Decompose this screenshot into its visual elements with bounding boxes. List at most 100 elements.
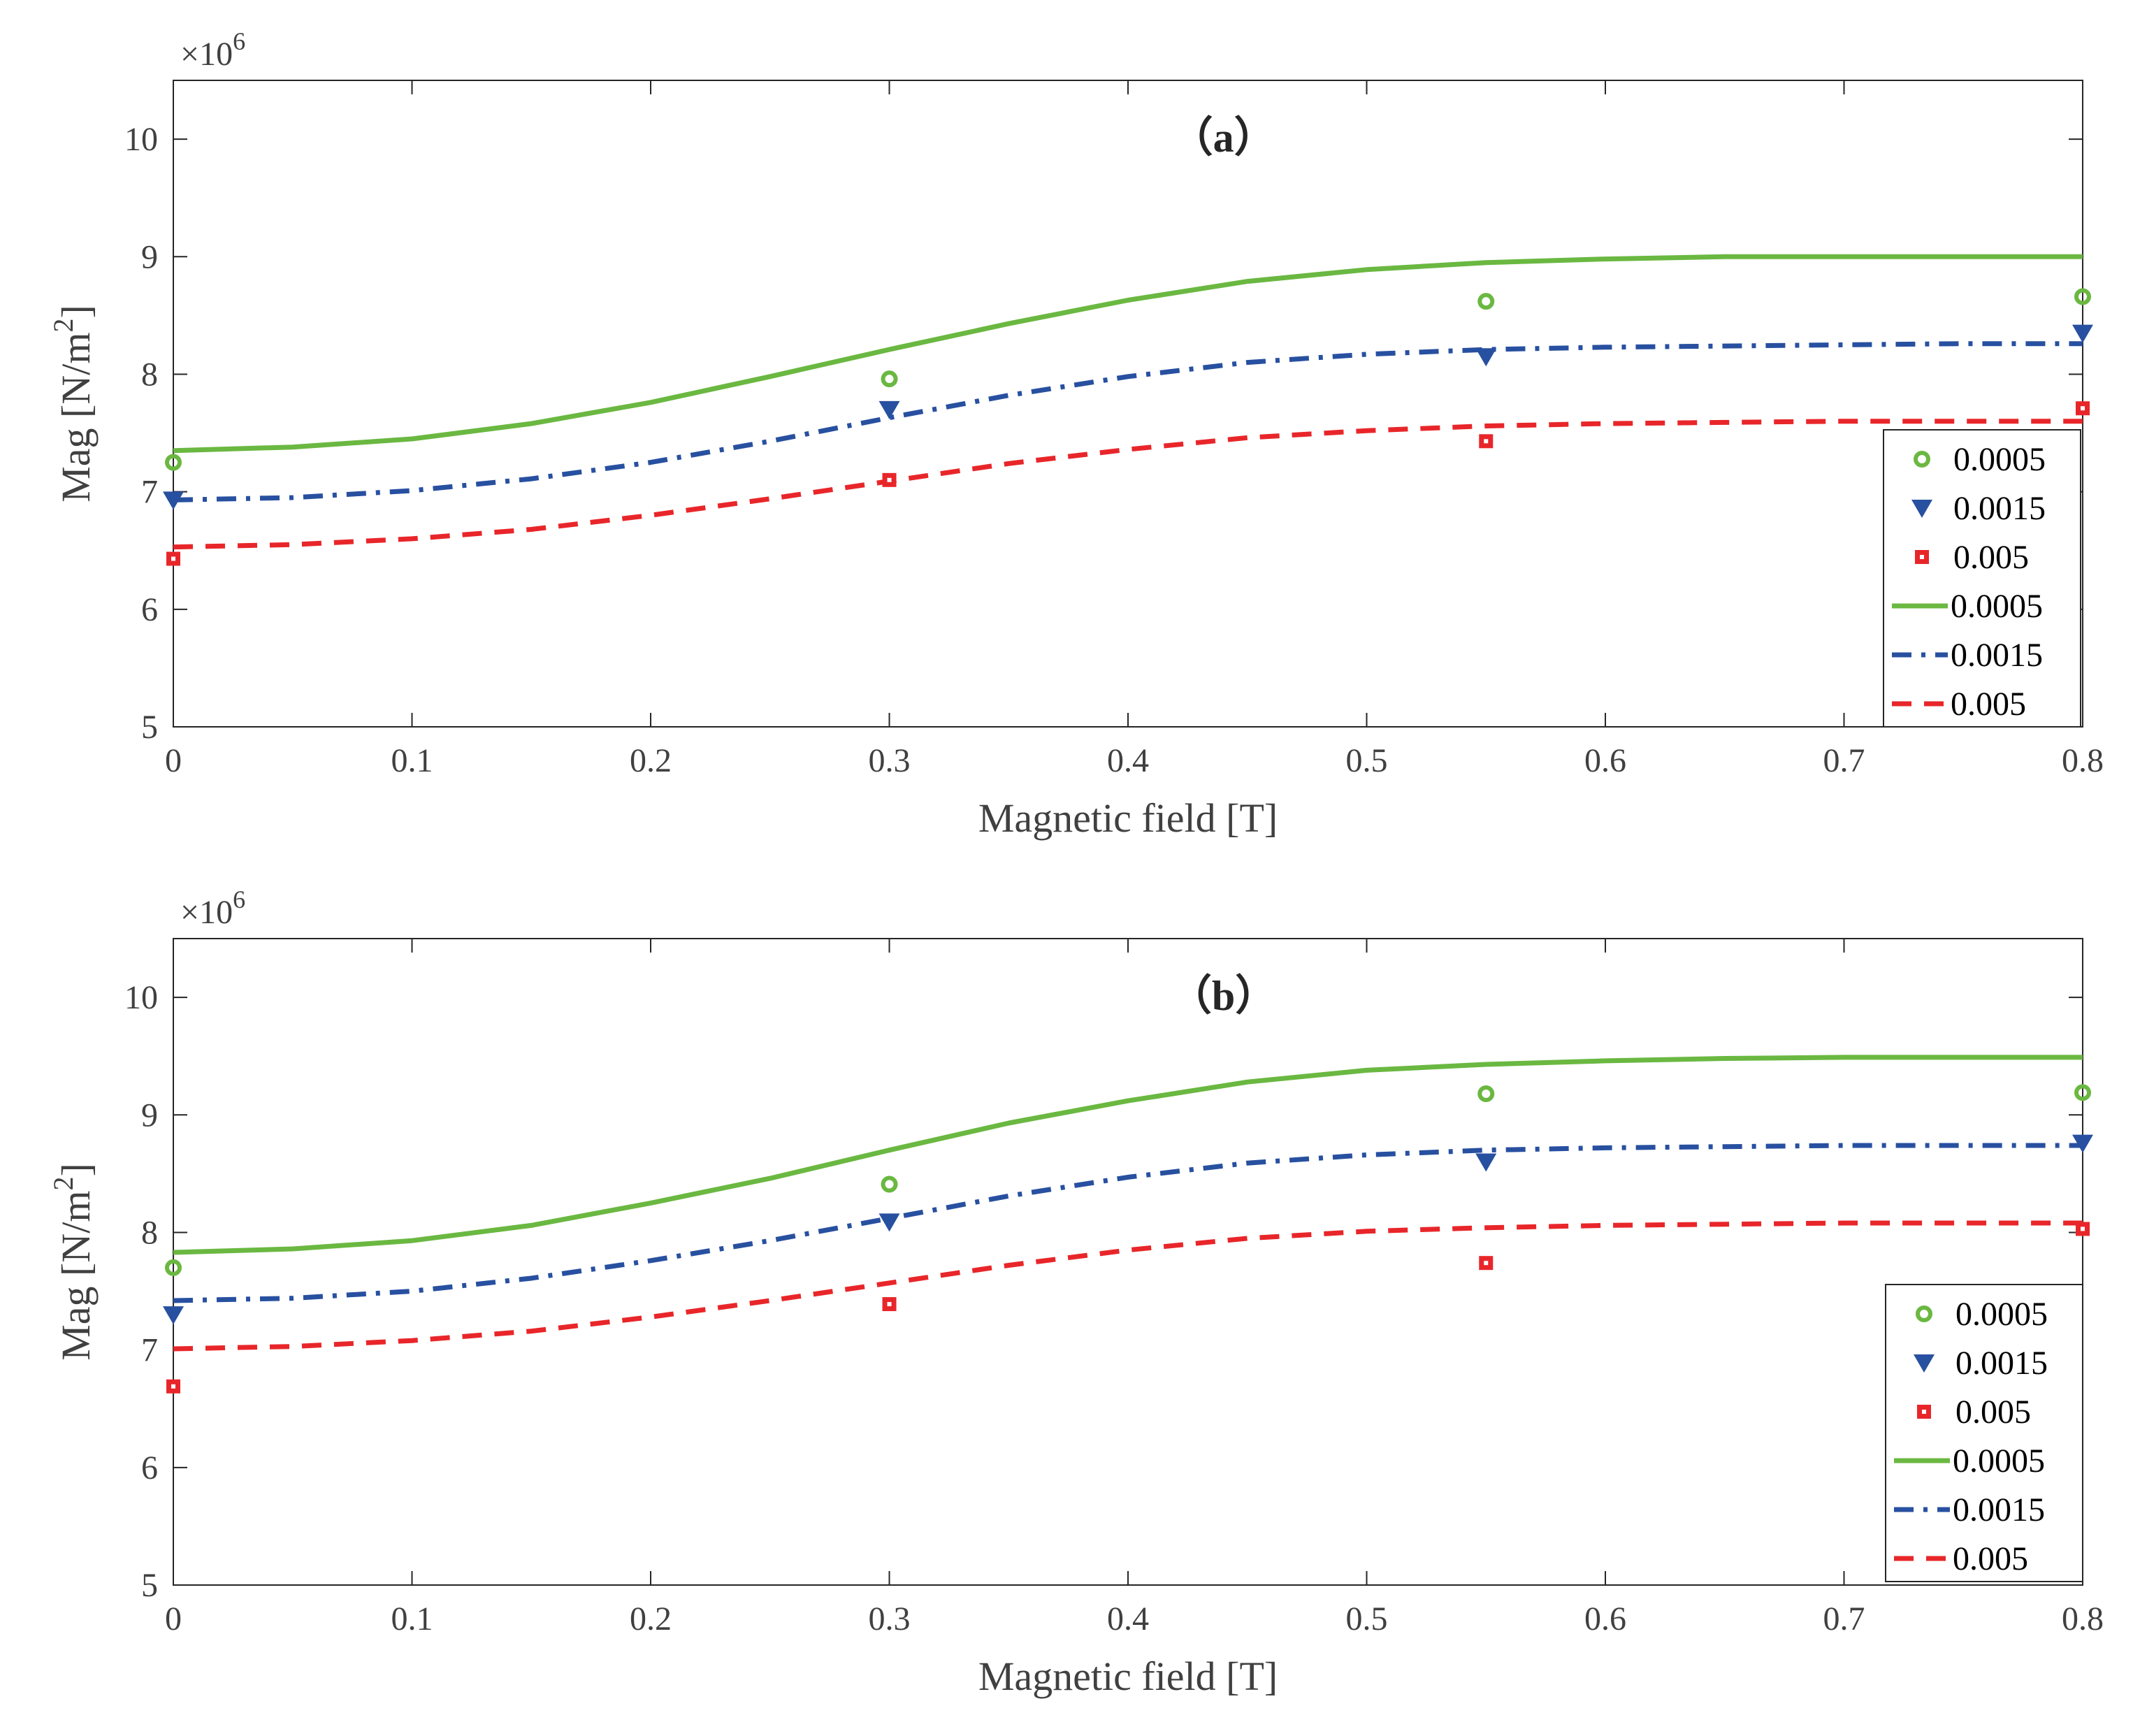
x-tick-label: 0.4 [1107, 742, 1149, 779]
x-tick-label: 0.2 [630, 1600, 672, 1637]
x-tick-label: 0.6 [1584, 742, 1626, 779]
axes-frame [173, 80, 2083, 728]
data-point-0_0005 [165, 1259, 182, 1276]
data-point-0_0015 [879, 1213, 900, 1232]
panel-title: （b） [1170, 972, 1277, 1019]
legend-marker-0_0005 [1914, 451, 1930, 468]
marker-ring [881, 1176, 898, 1193]
marker-square-center [1484, 1261, 1489, 1266]
marker-square-center [1920, 555, 1924, 559]
data-point-0_0015 [2072, 324, 2093, 343]
data-point-0_0015 [2072, 1134, 2093, 1153]
y-tick-label: 7 [141, 1332, 158, 1369]
x-tick-label: 0.3 [869, 1600, 911, 1637]
x-tick-label: 0.7 [1823, 1600, 1865, 1637]
marker-ring [2074, 288, 2091, 305]
x-tick-label: 0.5 [1346, 1600, 1388, 1637]
marker-square-center [1922, 1410, 1926, 1414]
marker-square-center [171, 556, 175, 561]
chart-panel-a: 0 0.1 0.2 0.3 0.4 0.5 0.6 0.7 0.85678910×106（a）M… [48, 27, 2104, 841]
legend-label: 0.005 [1953, 1540, 2028, 1577]
x-tick-label: 0.4 [1107, 1600, 1149, 1637]
x-tick-label: 0.8 [2062, 1600, 2104, 1637]
x-tick-label: 0.8 [2062, 742, 2104, 779]
marker-square-center [2081, 406, 2085, 411]
y-axis-label-tail: ] [53, 305, 99, 318]
data-point-0_005 [882, 1297, 897, 1312]
y-tick-label: 7 [141, 474, 158, 511]
legend-marker-0_005 [1917, 1405, 1931, 1419]
data-point-0_0005 [2074, 288, 2091, 305]
data-point-0_0005 [881, 1176, 898, 1193]
x-tick-label: 0.6 [1584, 1600, 1626, 1637]
legend-marker-0_005 [1915, 550, 1929, 564]
marker-square-center [1484, 439, 1489, 444]
y-axis-label: Mag [N/m2] [48, 1163, 99, 1361]
axes-frame [173, 938, 2083, 1586]
y-axis-label-sup: 2 [48, 319, 79, 333]
marker-ring [165, 454, 182, 471]
y-tick-label: 8 [141, 356, 158, 393]
marker-square-center [171, 1384, 175, 1389]
marker-ring [2074, 1084, 2091, 1101]
legend-label: 0.0005 [1953, 1442, 2045, 1480]
legend-label: 0.0015 [1953, 490, 2046, 527]
y-exponent-sup: 6 [233, 27, 245, 55]
y-exponent-label: ×106 [180, 27, 245, 73]
data-point-0_0005 [1477, 1085, 1495, 1102]
data-point-0_0005 [165, 454, 182, 471]
legend-marker-0_0005 [1916, 1305, 1932, 1322]
x-tick-label: 0 [165, 1600, 182, 1637]
legend-label: 0.005 [1951, 686, 2026, 723]
marker-square-center [2081, 1227, 2085, 1231]
x-tick-label: 0.1 [391, 1600, 433, 1637]
x-tick-label: 0.1 [391, 742, 433, 779]
legend: 0.0005 0.0015 0.005 0.0005 0.0015 0.005 [1883, 429, 2081, 728]
y-tick-label: 5 [141, 1567, 158, 1604]
chart-panel-b: 0 0.1 0.2 0.3 0.4 0.5 0.6 0.7 0.85678910×106（b）M… [48, 885, 2104, 1699]
y-exponent-sup: 6 [233, 885, 245, 913]
y-exponent-base: ×10 [180, 894, 233, 931]
legend-label: 0.0005 [1955, 1296, 2048, 1333]
marker-ring [881, 370, 898, 388]
data-point-0_0015 [879, 400, 900, 419]
legend-label: 0.0015 [1955, 1345, 2048, 1382]
y-exponent-label: ×106 [180, 885, 245, 931]
legend-label: 0.0015 [1951, 637, 2043, 674]
data-point-0_005 [166, 1379, 180, 1394]
fit-line-0_005 [173, 419, 2083, 550]
x-tick-label: 0 [165, 742, 182, 779]
legend-label: 0.0005 [1951, 588, 2043, 625]
y-axis-label-sup: 2 [48, 1177, 79, 1191]
fit-line-0_0005 [173, 1055, 2083, 1255]
legend-label: 0.0005 [1953, 441, 2046, 478]
y-tick-label: 10 [124, 121, 158, 158]
y-tick-label: 10 [124, 979, 158, 1016]
y-axis-label-main: Mag [N/m [53, 1191, 99, 1361]
fit-line-0_0015 [173, 1143, 2083, 1303]
data-point-0_0005 [881, 370, 898, 388]
y-exponent-base: ×10 [180, 36, 233, 73]
y-tick-label: 8 [141, 1214, 158, 1251]
panel-title: （a） [1171, 114, 1276, 161]
legend-label: 0.005 [1955, 1394, 2031, 1431]
y-axis-label-tail: ] [53, 1163, 99, 1176]
fit-line-0_0015 [173, 341, 2083, 502]
x-tick-label: 0.3 [869, 742, 911, 779]
data-point-0_0015 [1475, 348, 1497, 367]
marker-square-center [887, 477, 892, 482]
data-point-0_0015 [1475, 1153, 1497, 1172]
data-point-0_005 [1479, 434, 1494, 449]
legend-marker-0_0015 [1914, 1354, 1935, 1373]
y-tick-label: 6 [141, 1449, 158, 1487]
data-point-0_005 [2076, 401, 2090, 416]
x-tick-label: 0.2 [630, 742, 672, 779]
data-point-0_0015 [163, 491, 184, 510]
x-tick-label: 0.7 [1823, 742, 1865, 779]
data-point-0_005 [1479, 1256, 1494, 1271]
y-axis-label-main: Mag [N/m [53, 333, 99, 502]
fit-line-0_0005 [173, 254, 2083, 454]
marker-ring [1477, 1085, 1495, 1102]
y-axis-label: Mag [N/m2] [48, 305, 99, 502]
